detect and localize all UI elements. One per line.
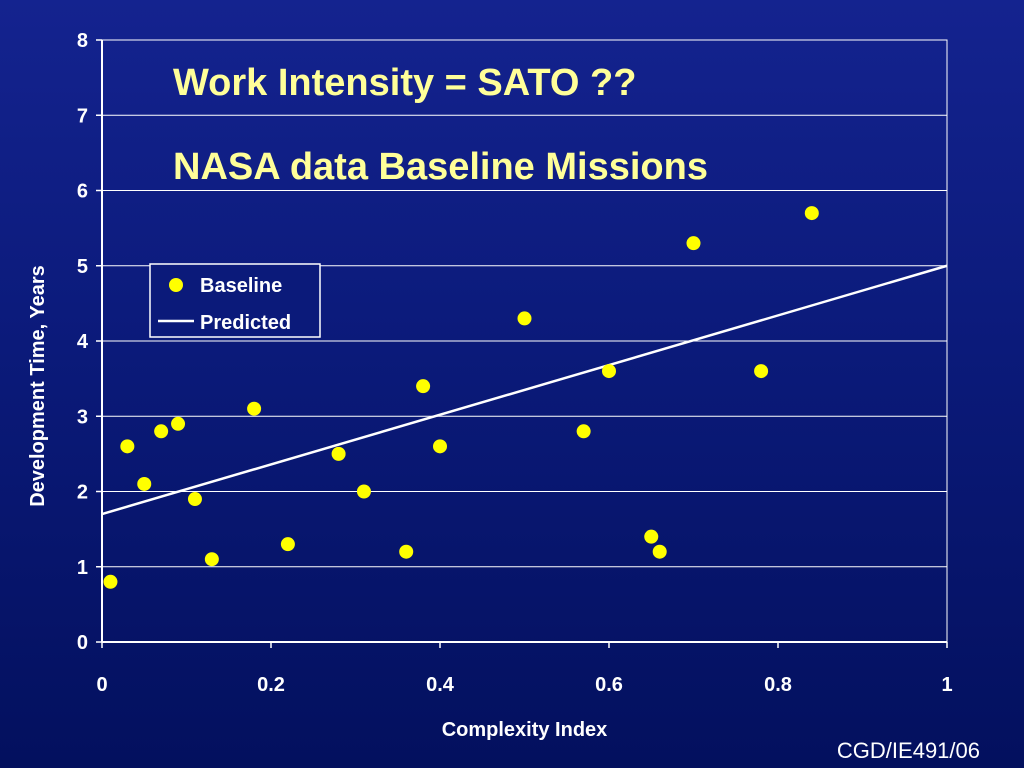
baseline-point <box>652 544 667 559</box>
baseline-point <box>517 311 532 326</box>
y-tick-label: 5 <box>77 256 88 278</box>
chart-title-line-2: NASA data Baseline Missions <box>173 146 708 188</box>
baseline-point <box>171 416 186 431</box>
baseline-point <box>644 529 659 544</box>
baseline-point <box>576 424 591 439</box>
legend-label-baseline: Baseline <box>200 275 282 297</box>
baseline-point <box>187 492 202 507</box>
baseline-point <box>120 439 135 454</box>
y-tick-label: 2 <box>77 482 88 504</box>
baseline-point <box>804 206 819 221</box>
footer-course-code: CGD/IE491/06 <box>836 738 980 763</box>
y-tick-label: 3 <box>77 406 88 428</box>
x-tick-label: 0.8 <box>764 674 792 696</box>
legend-marker-baseline <box>169 278 183 292</box>
baseline-series <box>103 206 819 589</box>
predicted-series <box>101 264 948 516</box>
x-tick-label: 0.4 <box>426 674 455 696</box>
x-tick-label: 0.6 <box>595 674 623 696</box>
y-tick-label: 6 <box>77 181 88 203</box>
y-tick-label: 1 <box>77 557 88 579</box>
baseline-point <box>137 476 152 491</box>
baseline-point <box>686 236 701 251</box>
baseline-point <box>602 364 616 379</box>
baseline-point <box>103 574 118 589</box>
y-tick-label: 0 <box>77 632 88 654</box>
baseline-point <box>154 424 169 439</box>
legend-label-predicted: Predicted <box>200 312 291 334</box>
y-tick-label: 7 <box>77 105 88 127</box>
baseline-point <box>433 439 447 454</box>
baseline-point <box>416 379 431 394</box>
y-tick-label: 8 <box>77 30 88 52</box>
legend-box <box>149 263 321 338</box>
x-tick-label: 0.2 <box>257 674 285 696</box>
x-axis-label: Complexity Index <box>442 719 608 741</box>
legend: Baseline Predicted <box>149 263 321 338</box>
chart-title-line-1: Work Intensity = SATO ?? <box>173 62 637 104</box>
baseline-point <box>280 537 295 552</box>
baseline-point <box>356 484 371 499</box>
gridlines <box>102 39 947 643</box>
baseline-point <box>399 544 414 559</box>
x-axis-ticks: 0 0.2 0.4 0.6 0.8 1 <box>96 642 953 696</box>
predicted-line <box>101 264 948 516</box>
baseline-point <box>331 446 346 461</box>
y-axis-label: Development Time, Years <box>27 265 49 507</box>
baseline-point <box>247 401 262 416</box>
y-axis-ticks: 0 1 2 3 4 5 6 7 8 <box>77 30 102 654</box>
y-tick-label: 4 <box>77 331 89 353</box>
x-tick-label: 0 <box>96 674 107 696</box>
x-tick-label: 1 <box>941 674 952 696</box>
baseline-point <box>204 552 219 567</box>
baseline-point <box>754 364 769 379</box>
